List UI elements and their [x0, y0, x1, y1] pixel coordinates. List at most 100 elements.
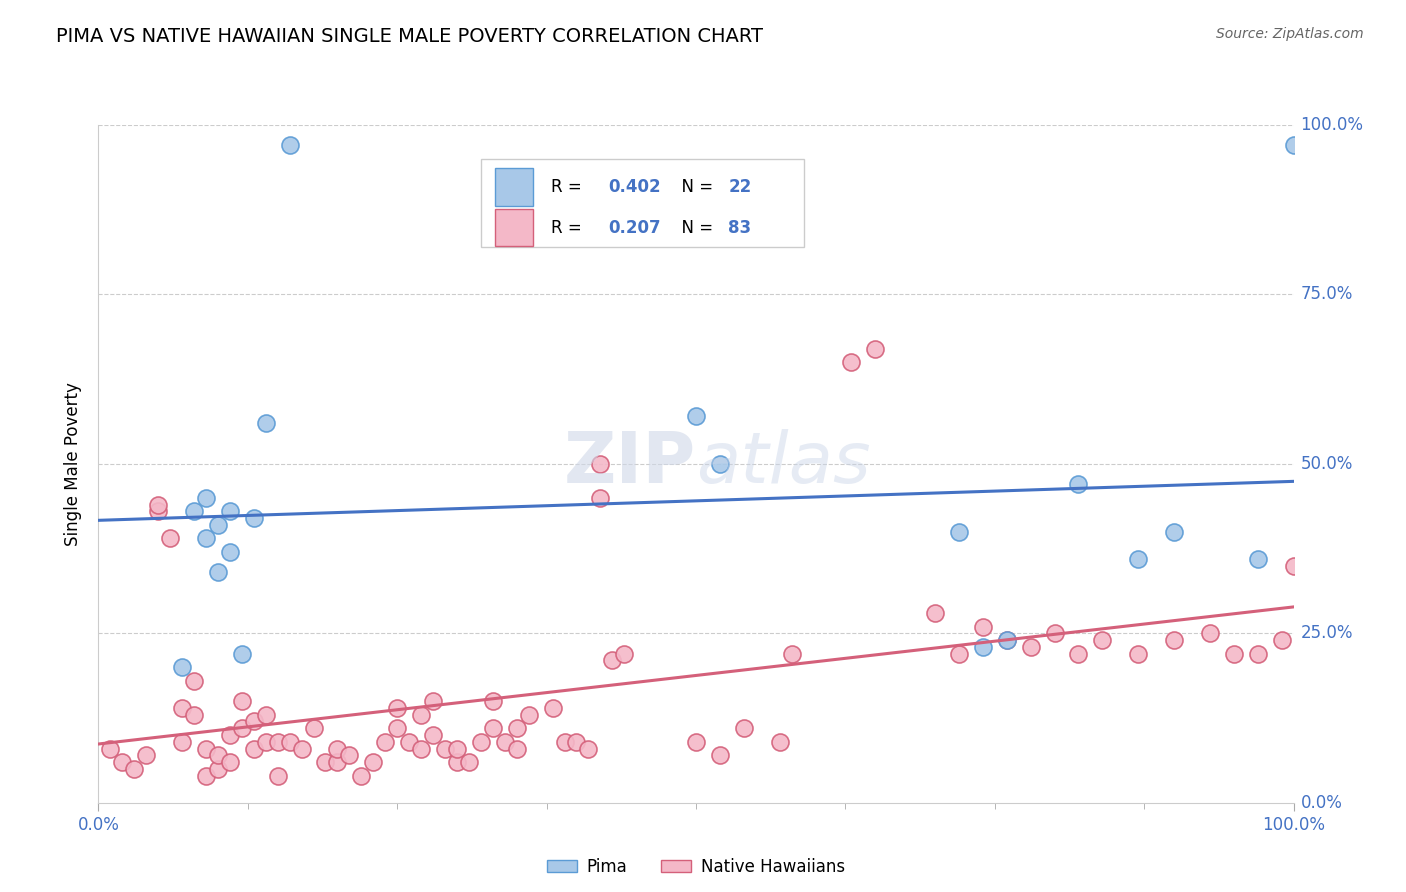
Point — [422, 728, 444, 742]
Text: N =: N = — [671, 219, 718, 236]
Point — [207, 748, 229, 763]
Bar — [495, 209, 533, 246]
Point — [98, 741, 122, 756]
Point — [254, 735, 277, 749]
Text: Source: ZipAtlas.com: Source: ZipAtlas.com — [1216, 27, 1364, 41]
Point — [1222, 647, 1246, 661]
Point — [1246, 647, 1268, 661]
Point — [589, 491, 612, 505]
Point — [1198, 626, 1220, 640]
Text: 50.0%: 50.0% — [1301, 455, 1353, 473]
Point — [207, 762, 229, 776]
Point — [363, 755, 385, 769]
Text: 25.0%: 25.0% — [1301, 624, 1353, 642]
Point — [243, 741, 266, 756]
Point — [541, 701, 564, 715]
Point — [458, 755, 481, 769]
Point — [1271, 633, 1294, 648]
Point — [1091, 633, 1114, 648]
Point — [194, 769, 217, 783]
Text: 100.0%: 100.0% — [1301, 116, 1364, 134]
Point — [470, 735, 492, 749]
Text: 0.0%: 0.0% — [1301, 794, 1343, 812]
Point — [326, 755, 349, 769]
Text: 75.0%: 75.0% — [1301, 285, 1353, 303]
Point — [422, 694, 444, 708]
Point — [948, 524, 970, 539]
Point — [111, 755, 134, 769]
Point — [1282, 138, 1305, 153]
Point — [219, 545, 242, 559]
Legend: Pima, Native Hawaiians: Pima, Native Hawaiians — [540, 851, 852, 882]
Point — [183, 504, 205, 518]
Point — [148, 504, 170, 518]
Point — [1067, 647, 1090, 661]
Point — [172, 660, 194, 674]
Point — [972, 640, 994, 654]
Point — [433, 741, 456, 756]
Point — [481, 721, 505, 735]
Text: 22: 22 — [728, 178, 751, 196]
Y-axis label: Single Male Poverty: Single Male Poverty — [65, 382, 83, 546]
Point — [148, 498, 170, 512]
Point — [839, 355, 862, 369]
Point — [374, 735, 396, 749]
Point — [709, 748, 731, 763]
Point — [219, 755, 242, 769]
Point — [124, 762, 146, 776]
Point — [267, 769, 290, 783]
Point — [231, 694, 253, 708]
Point — [1019, 640, 1042, 654]
Text: N =: N = — [671, 178, 718, 196]
Point — [709, 457, 731, 471]
Point — [446, 741, 468, 756]
Point — [337, 748, 360, 763]
Point — [589, 457, 612, 471]
Point — [780, 647, 803, 661]
Point — [385, 721, 409, 735]
Point — [194, 532, 217, 546]
Point — [278, 735, 301, 749]
Point — [411, 707, 433, 722]
Point — [506, 741, 529, 756]
Point — [481, 694, 505, 708]
Point — [302, 721, 325, 735]
Point — [267, 735, 290, 749]
Point — [172, 735, 194, 749]
Point — [207, 566, 229, 580]
Point — [685, 735, 707, 749]
Point — [1163, 633, 1185, 648]
FancyBboxPatch shape — [481, 159, 804, 247]
Point — [733, 721, 755, 735]
Text: R =: R = — [551, 219, 588, 236]
Point — [565, 735, 588, 749]
Point — [411, 741, 433, 756]
Point — [159, 532, 181, 546]
Point — [219, 504, 242, 518]
Point — [350, 769, 373, 783]
Text: atlas: atlas — [696, 429, 870, 499]
Point — [1128, 647, 1150, 661]
Text: R =: R = — [551, 178, 588, 196]
Point — [290, 741, 312, 756]
Point — [613, 647, 636, 661]
Text: 83: 83 — [728, 219, 751, 236]
Point — [243, 714, 266, 729]
Point — [135, 748, 157, 763]
Point — [183, 707, 205, 722]
Point — [183, 673, 205, 688]
Point — [995, 633, 1018, 648]
Text: 0.402: 0.402 — [609, 178, 661, 196]
Text: ZIP: ZIP — [564, 429, 696, 499]
Point — [972, 619, 994, 633]
Point — [254, 416, 277, 430]
Point — [995, 633, 1018, 648]
Point — [1246, 551, 1268, 566]
Point — [231, 721, 253, 735]
Point — [243, 511, 266, 525]
Point — [863, 342, 886, 356]
Point — [194, 491, 217, 505]
Point — [219, 728, 242, 742]
Point — [207, 517, 229, 532]
Point — [278, 138, 301, 153]
